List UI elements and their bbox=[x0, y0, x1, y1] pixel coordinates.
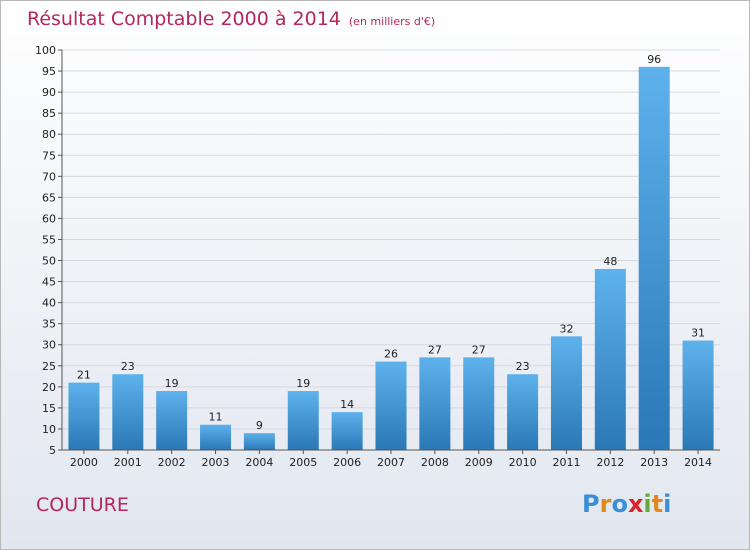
value-label-2000: 21 bbox=[77, 369, 91, 382]
x-tick-label-2008: 2008 bbox=[421, 456, 449, 469]
x-tick-label-2013: 2013 bbox=[640, 456, 668, 469]
logo-letter: t bbox=[651, 490, 664, 518]
value-label-2008: 27 bbox=[428, 343, 442, 356]
bar-2007 bbox=[375, 361, 407, 450]
x-tick-labels: 2000 2001 2002 2003 2004 2005 2006 2007 2008 2009… bbox=[70, 456, 712, 469]
town-name: COUTURE bbox=[36, 494, 129, 516]
bars bbox=[68, 66, 714, 450]
bar-2000 bbox=[68, 382, 100, 450]
value-label-2002: 19 bbox=[165, 377, 179, 390]
logo-letter: r bbox=[599, 490, 612, 518]
bar-2001 bbox=[112, 374, 144, 450]
value-label-2012: 48 bbox=[603, 255, 617, 268]
y-tick-label: 50 bbox=[42, 255, 56, 268]
value-label-2007: 26 bbox=[384, 348, 398, 361]
chart-subtitle: (en milliers d'€) bbox=[348, 15, 436, 28]
value-labels: 21 23 19 11 9 19 14 26 27 27 23 32 48 96 31 bbox=[77, 53, 705, 432]
x-tick-label-2002: 2002 bbox=[158, 456, 186, 469]
bar-2002 bbox=[156, 391, 188, 450]
bar-2012 bbox=[594, 268, 626, 450]
value-label-2001: 23 bbox=[121, 360, 135, 373]
x-tick-label-2009: 2009 bbox=[465, 456, 493, 469]
value-label-2006: 14 bbox=[340, 398, 354, 411]
bar-2014 bbox=[682, 340, 714, 450]
y-tick-label: 20 bbox=[42, 381, 56, 394]
y-tick-label: 45 bbox=[42, 276, 56, 289]
bar-2005 bbox=[287, 391, 319, 450]
value-label-2014: 31 bbox=[691, 327, 705, 340]
y-tick-label: 95 bbox=[42, 65, 56, 78]
y-tick-label: 15 bbox=[42, 402, 56, 415]
y-tick-label: 70 bbox=[42, 170, 56, 183]
y-tick-label: 60 bbox=[42, 212, 56, 225]
bar-2008 bbox=[419, 357, 451, 450]
y-tick-label: 75 bbox=[42, 149, 56, 162]
logo-letter: x bbox=[627, 490, 644, 518]
bar-2004 bbox=[243, 433, 275, 450]
x-tick-label-2012: 2012 bbox=[596, 456, 624, 469]
value-label-2009: 27 bbox=[472, 343, 486, 356]
y-tick-label: 100 bbox=[35, 44, 56, 57]
value-label-2013: 96 bbox=[647, 53, 661, 66]
y-tick-label: 35 bbox=[42, 318, 56, 331]
logo-letter: P bbox=[582, 490, 600, 518]
x-tick-label-2007: 2007 bbox=[377, 456, 405, 469]
chart-title-text: Résultat Comptable 2000 à 2014 bbox=[27, 8, 341, 30]
bar-2013 bbox=[638, 66, 670, 450]
x-tick-label-2004: 2004 bbox=[245, 456, 273, 469]
bar-2009 bbox=[463, 357, 495, 450]
y-tick-label: 90 bbox=[42, 86, 56, 99]
y-tick-label: 25 bbox=[42, 360, 56, 373]
logo-letter: i bbox=[663, 490, 672, 518]
y-tick-label: 30 bbox=[42, 339, 56, 352]
y-tick-label: 10 bbox=[42, 423, 56, 436]
x-tick-label-2005: 2005 bbox=[289, 456, 317, 469]
x-tick-label-2010: 2010 bbox=[509, 456, 537, 469]
y-tick-label: 40 bbox=[42, 297, 56, 310]
y-tick-label: 65 bbox=[42, 191, 56, 204]
y-tick-label: 55 bbox=[42, 233, 56, 246]
x-tick-label-2001: 2001 bbox=[114, 456, 142, 469]
x-tick-label-2000: 2000 bbox=[70, 456, 98, 469]
y-tick-label: 85 bbox=[42, 107, 56, 120]
y-tick-label: 5 bbox=[49, 444, 56, 457]
value-label-2010: 23 bbox=[516, 360, 530, 373]
x-tick-label-2003: 2003 bbox=[202, 456, 230, 469]
y-tick-label: 80 bbox=[42, 128, 56, 141]
x-tick-label-2011: 2011 bbox=[552, 456, 580, 469]
logo-letter: i bbox=[643, 490, 652, 518]
value-label-2011: 32 bbox=[559, 322, 573, 335]
bar-2011 bbox=[550, 336, 582, 450]
x-tick-label-2014: 2014 bbox=[684, 456, 712, 469]
axes bbox=[58, 49, 720, 454]
proxiti-logo[interactable]: Proxiti bbox=[582, 490, 671, 518]
logo-letter: o bbox=[611, 490, 628, 518]
value-label-2004: 9 bbox=[256, 419, 263, 432]
value-label-2003: 11 bbox=[209, 411, 223, 424]
x-tick-label-2006: 2006 bbox=[333, 456, 361, 469]
y-tick-labels: 5 10 15 20 25 30 35 40 45 50 55 60 65 70 75 80 85 90 95 100 bbox=[35, 44, 56, 457]
bar-2006 bbox=[331, 412, 363, 450]
bar-2003 bbox=[200, 424, 232, 450]
chart-title: Résultat Comptable 2000 à 2014 (en millie… bbox=[27, 8, 435, 30]
bar-2010 bbox=[507, 374, 539, 450]
value-label-2005: 19 bbox=[296, 377, 310, 390]
